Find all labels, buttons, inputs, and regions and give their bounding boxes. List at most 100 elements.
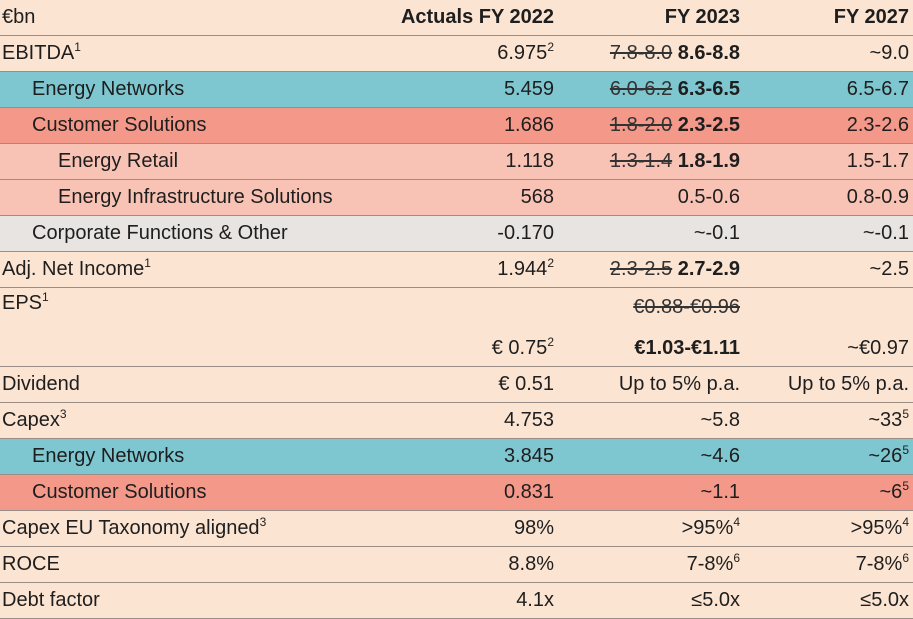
row-capex-customer-solutions: Customer Solutions 0.831 ~1.1 ~65: [0, 474, 913, 511]
value-fy2027: >95%: [850, 517, 903, 539]
value-fy2022: € 0.51: [360, 366, 558, 403]
value-fy2023: ≤5.0x: [558, 582, 744, 619]
row-customer-solutions: Customer Solutions 1.686 1.8-2.0 2.3-2.5…: [0, 107, 913, 144]
new-guidance: 2.3-2.5: [677, 114, 740, 136]
footnote-mark: 2: [547, 256, 554, 270]
footnote-mark: 1: [42, 290, 49, 304]
value-fy2022: 1.686: [360, 107, 558, 144]
row-eps: EPS1 € 0.752 €0.88-€0.96 €1.03-€1.11 ~€0…: [0, 287, 913, 367]
row-label: Customer Solutions: [0, 107, 360, 144]
old-guidance: 1.3-1.4: [609, 150, 673, 172]
value-fy2027: Up to 5% p.a.: [744, 366, 913, 403]
row-label: Capex EU Taxonomy aligned: [2, 517, 260, 539]
value-fy2022: 1.944: [497, 258, 548, 280]
footnote-mark: 6: [733, 551, 740, 565]
value-fy2022: -0.170: [360, 215, 558, 252]
row-corporate-functions: Corporate Functions & Other -0.170 ~-0.1…: [0, 215, 913, 252]
row-energy-networks: Energy Networks 5.459 6.0-6.2 6.3-6.5 6.…: [0, 71, 913, 108]
row-label: Energy Networks: [0, 438, 360, 475]
row-dividend: Dividend € 0.51 Up to 5% p.a. Up to 5% p…: [0, 366, 913, 403]
footnote-mark: 2: [547, 40, 554, 54]
value-fy2027: ~€0.97: [744, 287, 913, 367]
row-label: Capex: [2, 409, 60, 431]
value-fy2022: 4.753: [360, 402, 558, 439]
row-roce: ROCE 8.8% 7-8%6 7-8%6: [0, 546, 913, 583]
value-fy2027: 6.5-6.7: [744, 71, 913, 108]
value-fy2023: ~5.8: [558, 402, 744, 439]
footnote-mark: 2: [547, 335, 554, 349]
footnote-mark: 6: [902, 551, 909, 565]
old-guidance: €0.88-€0.96: [633, 296, 740, 318]
old-guidance: 7.8-8.0: [609, 42, 673, 64]
value-fy2022: 568: [360, 179, 558, 216]
footnote-mark: 1: [74, 40, 81, 54]
row-label: Corporate Functions & Other: [0, 215, 360, 252]
old-guidance: 2.3-2.5: [609, 258, 673, 280]
row-label: EBITDA: [2, 42, 75, 64]
value-fy2022: € 0.75: [491, 337, 548, 359]
footnote-mark: 5: [902, 407, 909, 421]
value-fy2022: 0.831: [360, 474, 558, 511]
new-guidance: €1.03-€1.11: [634, 337, 740, 359]
old-guidance: 1.8-2.0: [609, 114, 673, 136]
row-adj-net-income: Adj. Net Income1 1.9442 2.3-2.5 2.7-2.9 …: [0, 251, 913, 288]
value-fy2027: ~2.5: [744, 251, 913, 288]
value-fy2022: 1.118: [360, 143, 558, 180]
value-fy2023: ~1.1: [558, 474, 744, 511]
value-fy2027: 2.3-2.6: [744, 107, 913, 144]
footnote-mark: 1: [144, 256, 151, 270]
row-label: ROCE: [0, 546, 360, 583]
row-capex: Capex3 4.753 ~5.8 ~335: [0, 402, 913, 439]
value-fy2027: ≤5.0x: [744, 582, 913, 619]
col-fy2027: FY 2027: [744, 0, 913, 36]
new-guidance: 2.7-2.9: [677, 258, 740, 280]
value-fy2027: ~26: [868, 445, 903, 467]
old-guidance: 6.0-6.2: [609, 78, 673, 100]
value-fy2022: 6.975: [497, 42, 548, 64]
row-ebitda: EBITDA1 6.9752 7.8-8.0 8.6-8.8 ~9.0: [0, 35, 913, 72]
value-fy2027: ~-0.1: [744, 215, 913, 252]
footnote-mark: 3: [59, 407, 67, 421]
footnote-mark: 4: [733, 515, 740, 529]
value-fy2023: 7-8%: [686, 553, 734, 575]
footnote-mark: 3: [259, 515, 267, 529]
value-fy2022: 8.8%: [360, 546, 558, 583]
row-capex-energy-networks: Energy Networks 3.845 ~4.6 ~265: [0, 438, 913, 475]
footnote-mark: 5: [902, 443, 909, 457]
value-fy2023: ~4.6: [558, 438, 744, 475]
row-energy-retail: Energy Retail 1.118 1.3-1.4 1.8-1.9 1.5-…: [0, 143, 913, 180]
row-label: EPS: [2, 292, 43, 314]
value-fy2023: ~-0.1: [558, 215, 744, 252]
value-fy2022: 5.459: [360, 71, 558, 108]
value-fy2022: 4.1x: [360, 582, 558, 619]
row-debt-factor: Debt factor 4.1x ≤5.0x ≤5.0x: [0, 582, 913, 619]
row-label: Customer Solutions: [0, 474, 360, 511]
row-label: Dividend: [0, 366, 360, 403]
row-label: Energy Retail: [0, 143, 360, 180]
footnote-mark: 5: [902, 479, 909, 493]
col-fy2023: FY 2023: [558, 0, 744, 36]
unit-label: €bn: [0, 0, 360, 36]
value-fy2023: >95%: [681, 517, 734, 539]
value-fy2027: 0.8-0.9: [744, 179, 913, 216]
new-guidance: 8.6-8.8: [677, 42, 740, 64]
value-fy2027: ~33: [868, 409, 903, 431]
footnote-mark: 4: [902, 515, 909, 529]
header-row: €bn Actuals FY 2022 FY 2023 FY 2027: [0, 0, 913, 36]
value-fy2023: Up to 5% p.a.: [558, 366, 744, 403]
row-label: Energy Infrastructure Solutions: [0, 179, 360, 216]
row-energy-infrastructure-solutions: Energy Infrastructure Solutions 568 0.5-…: [0, 179, 913, 216]
value-fy2023: 0.5-0.6: [558, 179, 744, 216]
col-actuals-fy2022: Actuals FY 2022: [360, 0, 558, 36]
row-label: Debt factor: [0, 582, 360, 619]
value-fy2027: ~6: [879, 481, 903, 503]
new-guidance: 1.8-1.9: [677, 150, 740, 172]
new-guidance: 6.3-6.5: [677, 78, 740, 100]
value-fy2027: 1.5-1.7: [744, 143, 913, 180]
value-fy2027: 7-8%: [855, 553, 903, 575]
value-fy2022: 98%: [360, 510, 558, 547]
value-fy2022: 3.845: [360, 438, 558, 475]
row-capex-eu-taxonomy: Capex EU Taxonomy aligned3 98% >95%4 >95…: [0, 510, 913, 547]
row-label: Energy Networks: [0, 71, 360, 108]
